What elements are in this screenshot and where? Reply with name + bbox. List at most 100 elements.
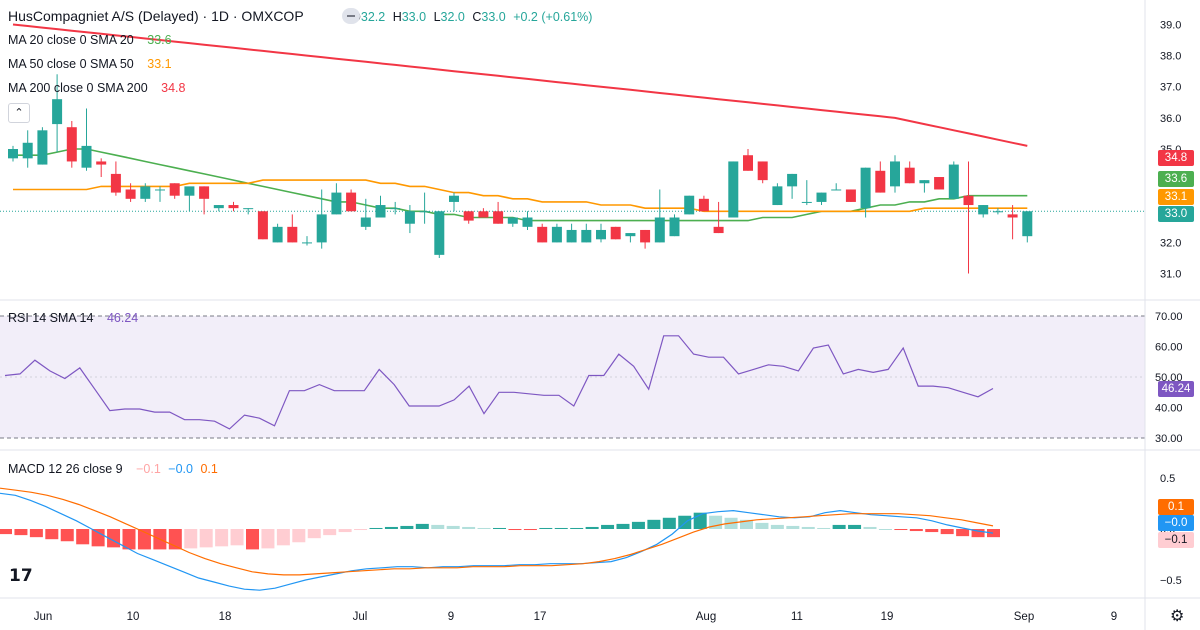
ma50-value: 33.1	[147, 57, 172, 71]
rsi-axis-tick: 70.00	[1155, 311, 1183, 323]
macd-hist-bar	[431, 524, 445, 529]
rsi-value-tag: 46.24	[1158, 381, 1194, 397]
x-axis-tick: Sep	[1014, 611, 1034, 623]
candle-body	[1007, 214, 1018, 218]
x-axis-tick: 9	[1111, 611, 1117, 623]
candle-body	[449, 195, 459, 202]
macd-hist-bar	[276, 529, 290, 546]
macd-hist-bar	[369, 527, 383, 529]
price-pane	[0, 23, 1145, 274]
macd-hist-bar	[184, 529, 198, 549]
macd-value-tag: −0.0	[1158, 515, 1194, 531]
macd-hist-bar	[400, 525, 414, 529]
candle-body	[581, 229, 592, 243]
candle-body	[507, 217, 518, 224]
candle-body	[404, 211, 415, 224]
x-axis-tick: Aug	[696, 611, 716, 623]
macd-hist-bar	[29, 529, 43, 538]
candle-body	[243, 208, 254, 210]
candle-body	[566, 229, 577, 243]
candle-body	[360, 217, 371, 227]
candle-body	[155, 189, 165, 191]
ma-line-2	[13, 179, 1028, 213]
macd-hist-bar	[230, 529, 244, 546]
macd-hist-bar	[261, 529, 275, 549]
candle-body	[287, 226, 298, 243]
collapse-legend-button[interactable]: ⌃	[8, 103, 30, 123]
macd-value: −0.0	[168, 462, 193, 476]
rsi-legend[interactable]: RSI 14 SMA 14 46.24	[8, 310, 142, 326]
macd-hist-bar	[415, 523, 429, 529]
macd-hist-bar	[493, 527, 506, 529]
x-axis-tick: 11	[791, 611, 803, 623]
indicator-toggle-icon[interactable]	[342, 8, 360, 24]
macd-hist-bar	[770, 524, 784, 529]
macd-hist-bar	[292, 529, 306, 543]
macd-hist-bar	[817, 527, 831, 529]
macd-hist-tag: −0.1	[1158, 532, 1194, 548]
rsi-axis-tick: 60.00	[1155, 342, 1183, 354]
tradingview-logo-icon[interactable]: 17	[9, 566, 33, 586]
macd-signal-tag: 0.1	[1158, 499, 1194, 515]
candle-body	[625, 233, 636, 237]
ma200-legend[interactable]: MA 200 close 0 SMA 200 34.8	[8, 80, 190, 96]
ohlc-change: +0.2 (+0.61%)	[513, 10, 593, 24]
candle-body	[257, 211, 268, 240]
macd-hist-bar	[45, 529, 59, 540]
macd-hist-bar	[539, 527, 553, 529]
macd-hist-bar	[338, 529, 352, 533]
candle-body	[184, 186, 195, 196]
macd-hist-bar	[354, 529, 368, 531]
candle-body	[919, 180, 930, 184]
ma50-legend[interactable]: MA 50 close 0 SMA 50 33.1	[8, 56, 176, 72]
candle-body	[22, 142, 33, 159]
macd-hist-bar	[508, 529, 522, 531]
rsi-axis-tick: 30.00	[1155, 433, 1183, 445]
ohlc-close: 33.0	[481, 10, 506, 24]
candle-body	[860, 167, 871, 209]
candle-body	[1022, 211, 1033, 237]
price-axis-tick: 36.0	[1160, 113, 1181, 125]
candle-body	[81, 145, 92, 168]
ma200-label: MA 200 close 0 SMA 200	[8, 81, 148, 95]
candle-body	[698, 198, 709, 212]
candle-body	[787, 173, 798, 187]
candle-body	[463, 211, 474, 221]
chevron-up-icon: ⌃	[14, 107, 24, 119]
candle-body	[8, 149, 18, 159]
candle-body	[845, 189, 856, 202]
candle-body	[110, 173, 121, 193]
macd-hist-bar	[647, 519, 661, 529]
macd-hist-bar	[215, 529, 229, 547]
candle-body	[713, 226, 724, 234]
ma50-price-tag: 33.1	[1158, 189, 1194, 205]
ma20-value: 33.6	[147, 33, 172, 47]
macd-hist-bar	[0, 529, 12, 535]
ohlc-close-label: C	[472, 10, 482, 24]
candle-body	[66, 127, 77, 162]
candle-body	[743, 155, 753, 171]
candle-body	[316, 214, 327, 243]
candle-body	[213, 205, 224, 209]
candle-body	[978, 205, 989, 215]
macd-legend[interactable]: MACD 12 26 close 9 −0.1 −0.0 0.1	[8, 461, 222, 477]
gear-icon[interactable]: ⚙	[1170, 608, 1185, 625]
candle-body	[331, 192, 342, 215]
macd-hist-bar	[631, 521, 645, 529]
macd-hist-bar	[755, 522, 769, 529]
candle-body	[816, 192, 827, 202]
price-axis-tick: 38.0	[1160, 51, 1181, 63]
candle-body	[434, 211, 445, 255]
rsi-pane	[0, 315, 1145, 439]
macd-hist-bar	[14, 529, 28, 536]
candle-body	[596, 229, 606, 240]
candle-body	[522, 217, 533, 227]
macd-hist-value: −0.1	[136, 462, 161, 476]
ma20-legend[interactable]: MA 20 close 0 SMA 20 33.6	[8, 32, 176, 48]
macd-hist-bar	[940, 529, 954, 535]
symbol-legend: HusCompagniet A/S (Delayed) · 1D · OMXCO…	[8, 8, 596, 25]
macd-hist-bar	[801, 526, 815, 529]
macd-hist-bar	[199, 529, 213, 548]
macd-hist-bar	[848, 524, 862, 529]
